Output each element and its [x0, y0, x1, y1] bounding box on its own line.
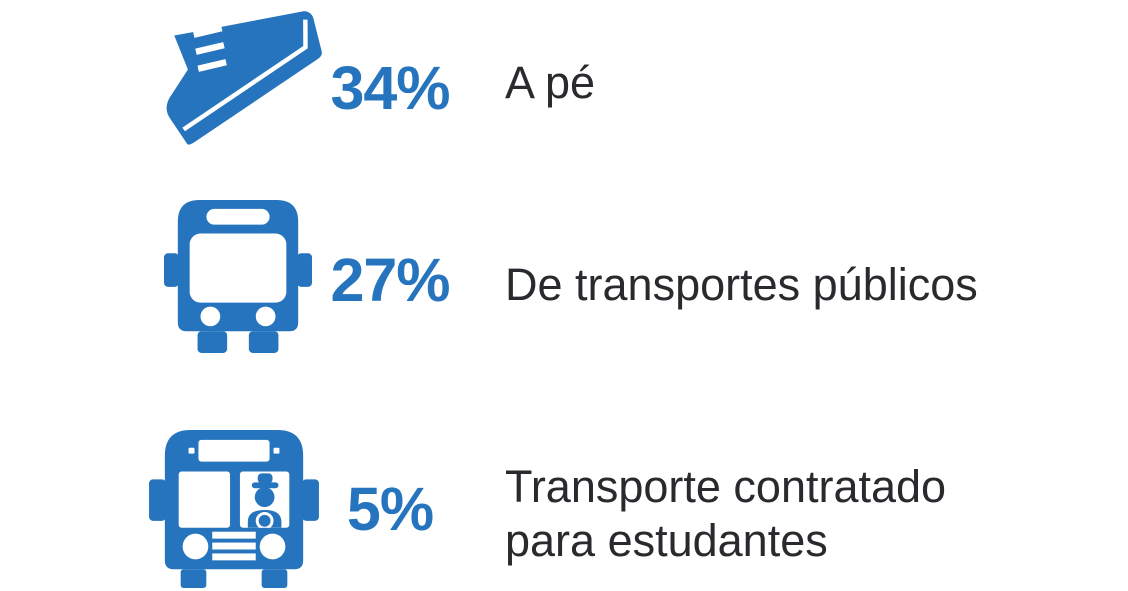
- running-shoe-icon: [165, 5, 325, 152]
- bus-icon: [164, 196, 312, 354]
- student-transport-percentage: 5%: [346, 475, 434, 543]
- school-bus-icon: [149, 427, 319, 589]
- public-transport-label: De transportes públicos: [505, 259, 978, 310]
- student-transport-label: Transporte contratado para estudantes: [505, 461, 947, 566]
- public-transport-percentage: 27%: [330, 246, 450, 314]
- walking-percentage: 34%: [330, 54, 450, 122]
- walking-label: A pé: [505, 57, 596, 108]
